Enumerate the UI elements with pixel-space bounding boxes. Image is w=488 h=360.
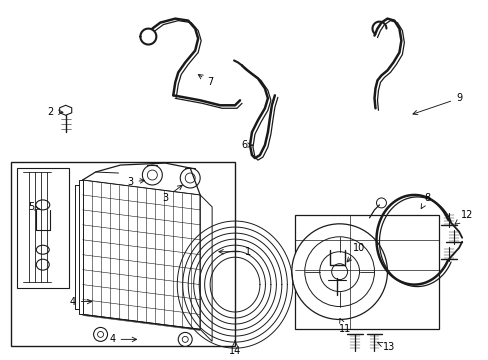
Polygon shape xyxy=(200,195,212,341)
Circle shape xyxy=(291,224,386,319)
Circle shape xyxy=(182,336,188,342)
Text: 7: 7 xyxy=(198,75,213,87)
Text: 12: 12 xyxy=(454,210,472,224)
Ellipse shape xyxy=(36,245,49,254)
Text: 11: 11 xyxy=(338,318,350,334)
Circle shape xyxy=(185,173,195,183)
Circle shape xyxy=(93,328,107,341)
Circle shape xyxy=(332,266,340,274)
Bar xyxy=(11,162,235,346)
Text: 5: 5 xyxy=(28,202,40,212)
Circle shape xyxy=(304,237,374,306)
Text: 9: 9 xyxy=(412,93,461,115)
Polygon shape xyxy=(82,180,200,329)
Text: 4: 4 xyxy=(109,334,136,345)
Circle shape xyxy=(98,332,103,337)
Circle shape xyxy=(319,252,359,292)
Circle shape xyxy=(331,264,347,280)
Text: 13: 13 xyxy=(377,342,395,352)
Polygon shape xyxy=(60,105,72,115)
Text: 3: 3 xyxy=(162,185,182,203)
Ellipse shape xyxy=(36,200,50,210)
Circle shape xyxy=(142,165,162,185)
Circle shape xyxy=(178,332,192,346)
Ellipse shape xyxy=(36,259,49,270)
Circle shape xyxy=(147,170,157,180)
Text: 10: 10 xyxy=(346,243,365,262)
Text: 2: 2 xyxy=(47,107,63,117)
Text: 6: 6 xyxy=(241,140,252,150)
Bar xyxy=(17,168,68,288)
Circle shape xyxy=(180,168,200,188)
Bar xyxy=(294,215,438,329)
Text: 8: 8 xyxy=(420,193,429,209)
Text: 14: 14 xyxy=(228,341,241,356)
Text: 4: 4 xyxy=(69,297,92,306)
Circle shape xyxy=(328,262,344,278)
Text: 3: 3 xyxy=(127,177,144,187)
Text: 1: 1 xyxy=(219,247,250,257)
Polygon shape xyxy=(79,180,82,315)
Circle shape xyxy=(376,198,386,208)
